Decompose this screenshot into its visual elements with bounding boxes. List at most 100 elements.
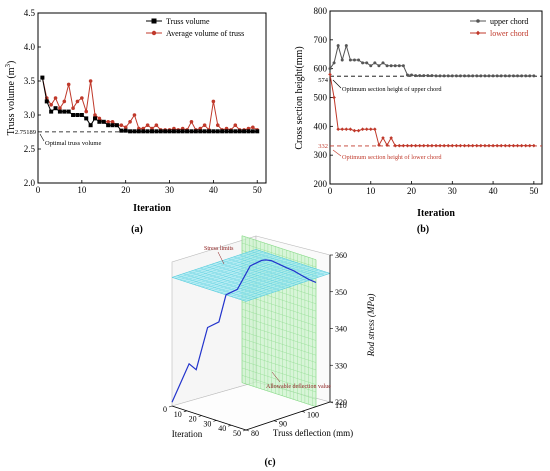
panel-a-data-point <box>211 99 216 104</box>
panel-b-data-point <box>499 74 503 78</box>
panel-b-data-point <box>332 95 336 100</box>
panel-b-data-point <box>417 143 422 148</box>
panel-c-stress-tick-label: 360 <box>335 251 347 260</box>
panel-a-data-point <box>141 129 146 134</box>
panel-a-data-point <box>128 120 132 124</box>
panel-a-data-point <box>237 129 242 134</box>
panel-a-data-point <box>233 123 238 127</box>
panel-b-data-point <box>475 74 479 78</box>
panel-b-data-point <box>470 143 475 148</box>
panel-c-iteration-tick-label: 40 <box>218 424 226 433</box>
panel-a-y-tick-label: 2.5 <box>24 144 36 154</box>
panel-c-stress-grid-line <box>242 271 327 301</box>
panel-a-data-point <box>193 129 198 134</box>
panel-c-stress-tick-label: 350 <box>335 288 347 297</box>
panel-a-data-point <box>88 123 93 128</box>
panel-b-data-point <box>483 74 487 78</box>
panel-b-annotations: 574 332 Optimum section height of upper … <box>318 75 542 161</box>
panel-a-data-point <box>84 109 89 114</box>
panel-c-deflection-grid-line <box>241 316 317 341</box>
panel-a-data-point <box>88 79 93 83</box>
legend-marker-truss-volume <box>151 18 157 24</box>
panel-a-data-point <box>132 129 137 134</box>
panel-c-stress-grid-line <box>216 262 291 287</box>
panel-a-series-line <box>41 77 258 132</box>
panel-c-stress-grid-line <box>171 249 257 278</box>
panel-c-deflection-grid-line <box>241 323 317 349</box>
panel-b-data-point <box>454 143 459 148</box>
panel-a-data-point <box>49 103 53 107</box>
panel-b-data-point <box>393 143 398 148</box>
panel-c-deflection-grid-line <box>241 235 317 260</box>
panel-b-upper-text: Optimum section height of upper chord <box>342 86 442 93</box>
panel-b-x-tick-label: 30 <box>448 186 458 196</box>
panel-b-data-point <box>340 58 344 62</box>
panel-a-data-point <box>58 106 62 110</box>
legend-marker-lower-chord <box>475 30 481 36</box>
panel-a-data-point <box>176 129 181 134</box>
panel-b-x-tick-label: 10 <box>366 186 376 196</box>
panel-a-optimum-text: Optimal truss volume <box>45 140 101 147</box>
panel-a: 2.0 2.5 3.0 3.5 4.0 4.5 0 10 20 30 40 50 2.75189 O… <box>4 8 267 235</box>
panel-b-data-point <box>410 73 414 77</box>
panel-c-iteration-tick-mark <box>213 420 217 422</box>
panel-b-data-point <box>373 127 377 132</box>
panel-a-y-axis-title: Truss volume (m3) <box>4 61 17 136</box>
panel-c-stress-limits-arrow <box>217 251 225 265</box>
panel-c-series <box>171 259 317 403</box>
panel-c-stress-grid-line <box>201 258 286 288</box>
panel-c-deflection-grid-line <box>241 301 317 327</box>
panel-c-stress-grid-line <box>231 268 316 297</box>
panel-b-data-point <box>357 58 361 62</box>
panel-b-y-tick-label: 800 <box>314 6 328 16</box>
panel-b-lower-tick-label: 332 <box>318 143 328 150</box>
panel-c-deflection-grid-line <box>241 345 317 371</box>
panel-c-stress-grid-line <box>183 252 268 282</box>
panel-c-deflection-grid-line <box>241 360 317 385</box>
panel-c-stress-grid-line <box>199 267 275 293</box>
panel-b-data-point <box>373 61 377 65</box>
panel-b-data-point <box>495 143 499 148</box>
panel-a-data-point <box>71 113 76 117</box>
panel-c: 0 10 20 30 40 50 80 90 100 110 320 330 340 350 360 I… <box>163 235 376 468</box>
panel-c-stress-ticks: 320 330 340 350 360 <box>330 251 347 407</box>
panel-a-y-tick-label: 4.0 <box>24 42 36 52</box>
panel-b-data-point <box>516 74 520 78</box>
panel-b-data-point <box>389 64 393 68</box>
panel-c-stress-plane <box>171 249 331 302</box>
panel-b-y-tick-label: 500 <box>314 93 328 103</box>
panel-a-data-point <box>93 116 97 121</box>
panel-a-data-point <box>220 129 225 134</box>
legend-marker-upper-chord <box>476 19 480 23</box>
panel-b-data-point <box>434 143 438 148</box>
panel-c-deflection-tick-mark <box>273 420 278 422</box>
panel-a-plot-frame <box>37 12 267 184</box>
panel-c-stress-tick-label: 330 <box>335 361 347 370</box>
panel-b-data-point <box>458 143 463 148</box>
panel-b-data-point <box>426 74 430 78</box>
panel-b-data-point <box>405 73 409 77</box>
panel-c-stress-grid-line <box>234 269 319 298</box>
panel-a-data-point <box>145 123 150 127</box>
panel-b-data-point <box>520 74 524 78</box>
panel-b-data-point <box>463 74 467 78</box>
panel-b-data-point <box>332 61 336 65</box>
panel-b-upper-arrow <box>332 79 342 89</box>
panel-c-stress-grid-line <box>216 263 301 292</box>
panel-a-data-point <box>158 129 163 134</box>
panel-b-data-point <box>397 64 401 68</box>
panel-b-data-point <box>479 74 483 78</box>
panel-a-y-ticks: 2.0 2.5 3.0 3.5 4.0 4.5 <box>24 8 41 188</box>
panel-c-iteration-ticks: 0 10 20 30 40 50 <box>163 405 247 438</box>
panel-b-data-point <box>503 74 507 78</box>
panel-c-stress-grid-line <box>177 275 252 300</box>
panel-c-stress-grid-line <box>175 250 260 279</box>
panel-b-data-point <box>507 74 511 78</box>
panel-c-deflection-grid-line <box>241 308 317 334</box>
panel-b-data-point <box>450 74 454 78</box>
panel-a-data-point <box>97 116 102 121</box>
panel-c-iteration-title: Iteration <box>172 429 203 439</box>
panel-c-deflection-grid-line <box>241 353 317 378</box>
panel-b-x-tick-label: 20 <box>407 186 417 196</box>
panel-c-stress-grid-line <box>183 273 258 298</box>
